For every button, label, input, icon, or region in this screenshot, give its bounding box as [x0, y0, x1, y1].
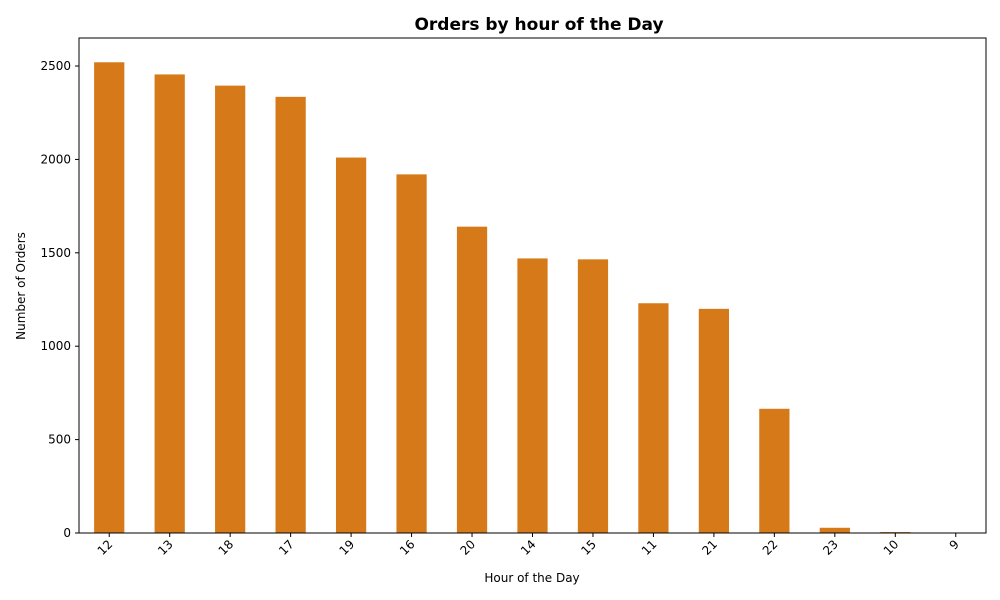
y-axis-label: Number of Orders: [14, 232, 28, 340]
x-tick-label-21: 21: [699, 537, 720, 558]
y-tick-label-500: 500: [48, 433, 71, 447]
x-axis: 12 13 18 17 19 16 20 14 15 11 21 22 23 10 9: [95, 533, 962, 558]
y-tick-label-2000: 2000: [40, 152, 71, 166]
y-tick-label-0: 0: [63, 526, 71, 540]
bar-19: [335, 157, 367, 534]
bar-22: [759, 408, 790, 533]
x-tick-label-11: 11: [639, 537, 660, 558]
bar-21: [698, 308, 730, 533]
bar-18: [215, 85, 246, 533]
chart-title: Orders by hour of the Day: [414, 15, 663, 35]
y-tick-label-1000: 1000: [40, 339, 71, 353]
x-tick-label-10: 10: [881, 537, 902, 558]
bar-14: [517, 258, 548, 533]
x-tick-label-23: 23: [820, 537, 841, 558]
x-tick-label-13: 13: [155, 537, 176, 558]
bar-23: [819, 527, 850, 533]
x-axis-label: Hour of the Day: [484, 571, 579, 585]
y-axis: 0 500 1000 1500 2000 2500: [40, 59, 79, 540]
x-tick-label-18: 18: [216, 537, 237, 558]
x-tick-label-16: 16: [397, 537, 418, 558]
x-tick-label-19: 19: [337, 537, 358, 558]
x-tick-label-22: 22: [760, 537, 781, 558]
plot-frame: [78, 37, 987, 534]
bar-11: [638, 303, 669, 533]
bar-12: [94, 62, 125, 533]
x-tick-label-9: 9: [947, 537, 962, 552]
x-tick-label-15: 15: [578, 537, 599, 558]
y-tick-label-2500: 2500: [40, 59, 71, 73]
bar-20: [456, 226, 488, 533]
bar-15: [577, 259, 609, 533]
bar-13: [154, 74, 185, 534]
x-tick-label-20: 20: [457, 537, 478, 558]
x-tick-label-17: 17: [276, 537, 297, 558]
bar-17: [275, 96, 306, 533]
y-tick-label-1500: 1500: [40, 246, 71, 260]
bars-group: [94, 62, 971, 534]
x-tick-label-14: 14: [518, 537, 539, 558]
x-tick-label-12: 12: [95, 537, 116, 558]
bar-16: [396, 174, 427, 534]
